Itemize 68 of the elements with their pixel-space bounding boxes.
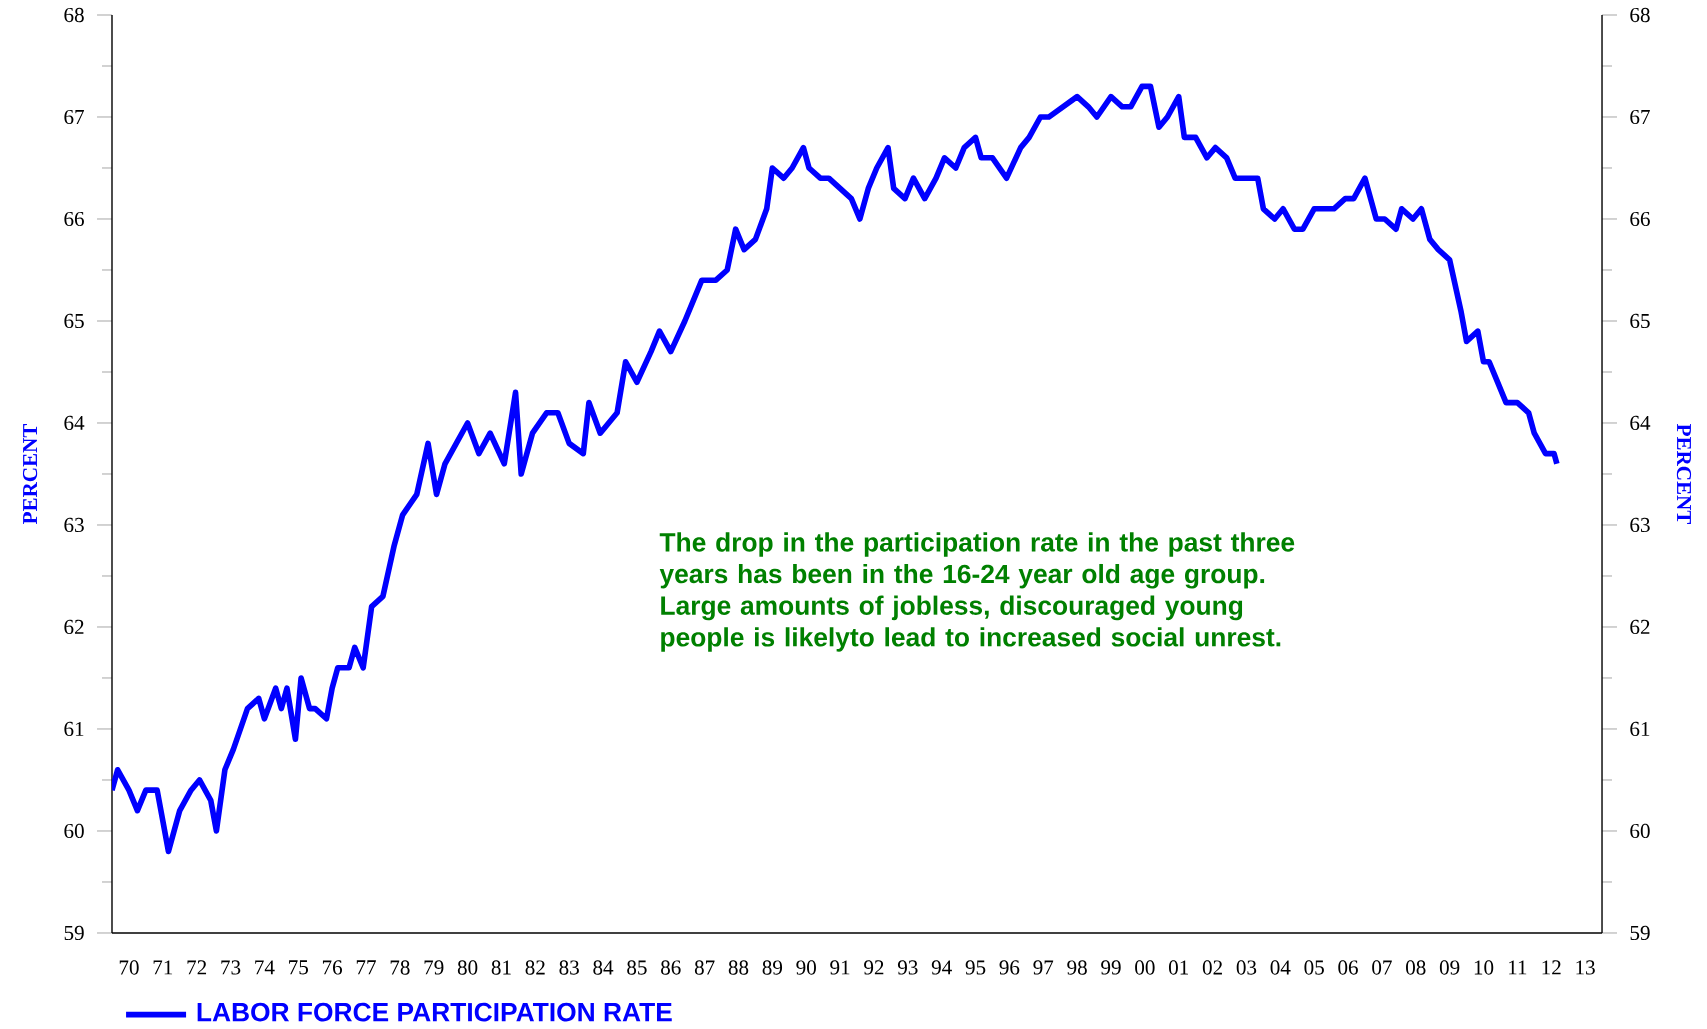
x-tick-label: 91 <box>830 960 850 975</box>
x-tick-label: 03 <box>1236 960 1257 975</box>
x-tick-label: 13 <box>1576 960 1595 975</box>
y2-tick-label: 60 <box>1630 823 1650 839</box>
x-tick-label: 83 <box>559 960 579 975</box>
x-tick-label: 12 <box>1542 960 1561 975</box>
y-axis-title: PERCENT <box>22 423 38 524</box>
x-tick-label: 80 <box>457 960 478 975</box>
y2-axis-title: PERCENT <box>1676 424 1692 525</box>
x-tick-label: 95 <box>965 960 986 975</box>
y2-tick-label: 62 <box>1630 619 1650 635</box>
x-tick-label: 08 <box>1406 960 1426 975</box>
x-tick-label: 96 <box>999 960 1020 975</box>
y-tick-label: 68 <box>64 7 84 23</box>
x-tick-label: 75 <box>289 960 309 975</box>
x-tick-label: 85 <box>627 960 647 975</box>
y2-tick-label: 59 <box>1630 925 1650 941</box>
x-tick-label: 79 <box>424 960 444 975</box>
x-tick-label: 02 <box>1202 960 1222 975</box>
y2-tick-label: 67 <box>1630 109 1650 125</box>
y2-tick-label: 66 <box>1630 211 1650 227</box>
x-tick-label: 90 <box>796 960 816 975</box>
x-tick-label: 98 <box>1067 960 1087 975</box>
y-tick-label: 60 <box>64 823 84 839</box>
x-tick-label: 82 <box>525 960 545 975</box>
y-tick-label: 65 <box>64 313 84 329</box>
y-tick-label: 66 <box>64 211 84 227</box>
x-tick-label: 70 <box>119 960 139 975</box>
y2-tick-label: 61 <box>1630 721 1650 737</box>
x-tick-label: 01 <box>1168 960 1188 975</box>
y-tick-label: 64 <box>64 415 85 431</box>
y-tick-label: 62 <box>64 619 84 635</box>
y-tick-label: 59 <box>64 925 84 941</box>
x-tick-label: 71 <box>153 960 173 975</box>
x-tick-label: 04 <box>1270 960 1291 975</box>
legend-label: LABOR FORCE PARTICIPATION RATE <box>197 1002 672 1022</box>
x-tick-label: 73 <box>221 960 241 975</box>
annotation: The drop in the participation rate in the past three years has been in the 16-24 year old age group. Large amounts of jobless, discouraged young people is likelyto lead to increased social unrest. <box>659 532 1295 652</box>
y2-tick-label: 64 <box>1630 415 1651 431</box>
x-tick-label: 81 <box>491 960 511 975</box>
x-tick-label: 78 <box>390 960 410 975</box>
x-tick-label: 89 <box>762 960 783 975</box>
x-tick-label: 94 <box>931 960 952 975</box>
x-tick-label: 76 <box>322 960 343 975</box>
x-tick-label: 72 <box>187 960 207 975</box>
y-tick-label: 67 <box>64 109 84 125</box>
x-tick-label: 77 <box>356 960 376 975</box>
x-tick-label: 97 <box>1033 960 1054 975</box>
x-tick-label: 07 <box>1372 960 1392 975</box>
x-tick-label: 11 <box>1509 960 1527 975</box>
x-tick-label: 10 <box>1474 960 1494 975</box>
x-tick-label: 93 <box>897 960 918 975</box>
x-tick-label: 86 <box>661 960 681 975</box>
x-tick-label: 88 <box>728 960 749 975</box>
x-tick-label: 09 <box>1439 960 1460 975</box>
x-tick-label: 74 <box>255 960 275 975</box>
x-tick-label: 05 <box>1304 960 1324 975</box>
x-tick-label: 87 <box>694 960 715 975</box>
y2-tick-label: 63 <box>1630 517 1650 533</box>
x-tick-label: 84 <box>593 960 614 975</box>
x-tick-label: 99 <box>1101 960 1121 975</box>
y-tick-label: 63 <box>64 517 84 533</box>
x-tick-label: 00 <box>1135 960 1155 975</box>
x-tick-label: 06 <box>1338 960 1358 975</box>
y-tick-label: 61 <box>64 721 84 737</box>
x-tick-label: 92 <box>864 960 884 975</box>
y2-tick-label: 65 <box>1630 313 1650 329</box>
y2-tick-label: 68 <box>1630 7 1650 23</box>
